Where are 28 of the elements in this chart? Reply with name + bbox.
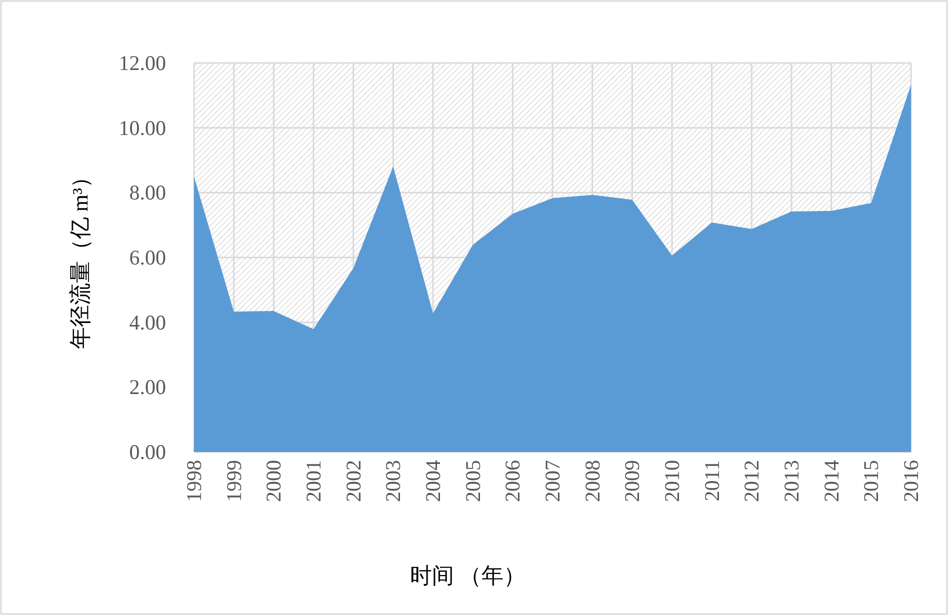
y-tick-label: 8.00	[129, 180, 166, 205]
x-tick-label: 1999	[222, 460, 246, 502]
y-tick-label: 12.00	[118, 51, 166, 75]
x-tick-label: 1998	[182, 460, 206, 502]
x-tick-label: 2007	[540, 460, 564, 502]
y-axis-title: 年径流量（亿 m³）	[68, 166, 92, 350]
x-tick-label: 2009	[620, 460, 644, 502]
y-tick-label: 6.00	[129, 246, 166, 270]
x-axis-title: 时间 （年）	[410, 563, 526, 588]
y-tick-label: 0.00	[129, 440, 166, 464]
x-tick-label: 2014	[819, 460, 844, 502]
x-tick-label: 2013	[780, 460, 804, 502]
x-tick-label: 2002	[341, 460, 366, 502]
x-tick-label: 2006	[500, 460, 525, 502]
x-tick-label: 2000	[262, 460, 286, 502]
y-tick-label: 10.00	[118, 116, 166, 140]
x-tick-label: 2012	[740, 460, 764, 502]
x-tick-label: 2016	[899, 460, 923, 502]
x-tick-label: 2010	[660, 460, 684, 502]
x-tick-label: 2001	[302, 460, 326, 502]
x-tick-label: 2005	[460, 460, 485, 502]
y-tick-label: 4.00	[129, 310, 166, 334]
x-tick-label: 2008	[580, 460, 604, 502]
x-tick-label: 2011	[700, 460, 724, 502]
x-tick-label: 2003	[381, 460, 406, 502]
x-tick-label: 2004	[421, 460, 445, 502]
y-tick-label: 2.00	[129, 375, 166, 400]
x-tick-label: 2015	[859, 460, 884, 502]
